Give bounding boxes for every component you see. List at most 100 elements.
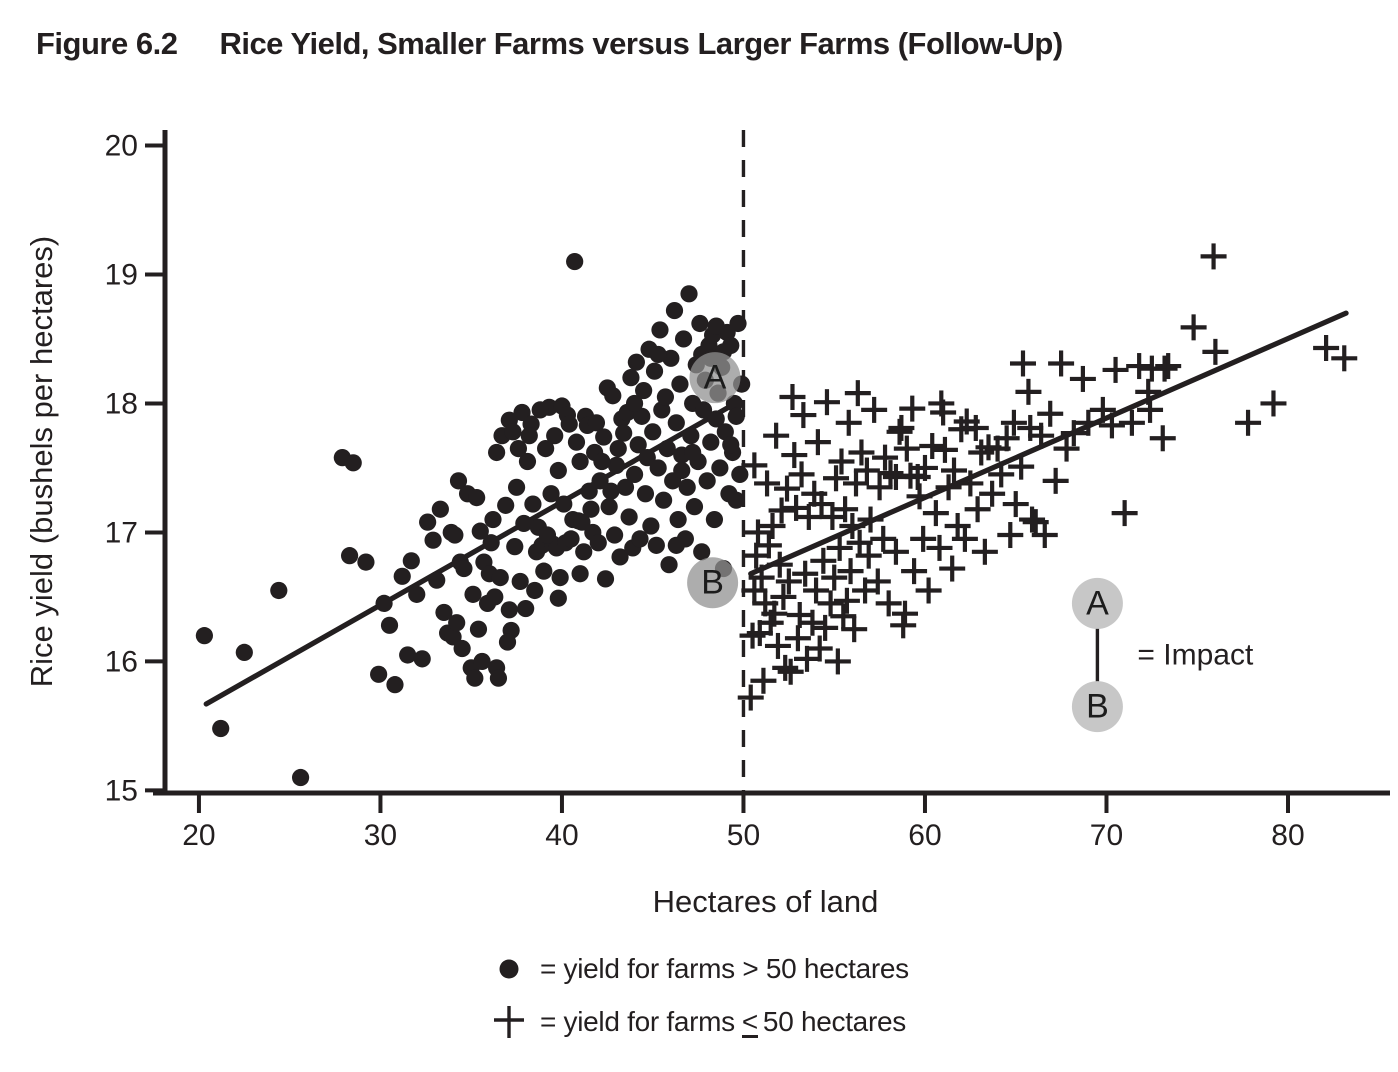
data-point-circle	[526, 581, 544, 600]
data-point-circle	[535, 562, 553, 580]
data-point-circle	[560, 415, 578, 433]
data-point-circle	[656, 388, 675, 406]
data-point-circle	[340, 547, 359, 565]
y-tick-label: 15	[105, 774, 138, 807]
legend-row-circle: = yield for farms > 50 hectares	[492, 946, 909, 992]
data-point-circle	[595, 428, 613, 446]
data-point-circle	[589, 534, 607, 552]
data-point-circle	[616, 478, 635, 496]
data-point-circle	[375, 594, 393, 612]
fit-right-line	[748, 310, 1349, 577]
x-tick-label: 60	[908, 819, 941, 852]
data-point-circle	[636, 485, 655, 503]
data-point-circle	[725, 394, 743, 413]
data-point-circle	[678, 478, 696, 496]
data-point-circle	[270, 581, 288, 600]
marker-B-label: B	[701, 564, 724, 602]
figure-number: Figure 6.2	[36, 26, 178, 61]
data-point-circle	[684, 443, 702, 462]
data-point-circle	[575, 543, 593, 561]
x-tick-label: 20	[182, 819, 215, 852]
data-point-circle	[413, 650, 431, 668]
data-point-circle	[212, 719, 230, 738]
data-point-circle	[655, 491, 673, 509]
data-point-circle	[582, 500, 600, 518]
series-plus	[737, 243, 1358, 711]
data-point-circle	[611, 548, 629, 566]
data-point-circle	[727, 407, 745, 425]
data-point-circle	[549, 589, 567, 607]
data-point-circle	[642, 517, 660, 535]
legend-label-plus: = yield for farms <50 hectares	[540, 1005, 906, 1039]
data-point-circle	[344, 454, 362, 472]
data-point-circle	[658, 440, 676, 458]
plus-marker-icon	[492, 1005, 526, 1039]
data-point-circle	[500, 601, 518, 619]
data-point-circle	[727, 491, 745, 509]
data-point-circle	[716, 423, 734, 441]
data-point-circle	[468, 489, 486, 507]
data-point-circle	[515, 514, 533, 533]
data-point-circle	[555, 495, 573, 513]
data-point-circle	[449, 472, 468, 490]
data-point-circle	[620, 508, 638, 526]
x-tick-label: 50	[727, 819, 760, 852]
legend-label-circle: = yield for farms > 50 hectares	[540, 953, 909, 984]
data-point-circle	[567, 433, 586, 451]
data-point-circle	[455, 559, 473, 578]
data-point-circle	[674, 330, 693, 348]
series-circle	[195, 252, 751, 787]
marker-B-circle	[687, 557, 739, 609]
data-point-circle	[691, 314, 709, 333]
data-point-circle	[435, 603, 453, 622]
data-point-circle	[682, 427, 700, 445]
legend-row-plus: = yield for farms <50 hectares	[492, 999, 909, 1045]
data-point-circle	[551, 568, 569, 587]
data-point-circle	[507, 478, 526, 496]
figure-title: Figure 6.2 Rice Yield, Smaller Farms vers…	[36, 26, 1063, 62]
data-point-circle	[399, 646, 417, 664]
impact-text: = Impact	[1137, 638, 1254, 671]
data-point-circle	[731, 465, 749, 483]
data-point-circle	[707, 410, 725, 428]
impact-A-circle	[1071, 577, 1123, 629]
data-point-circle	[573, 513, 591, 531]
data-point-circle	[638, 449, 656, 467]
data-point-circle	[669, 510, 687, 529]
data-point-circle	[609, 440, 627, 458]
data-point-circle	[665, 301, 684, 320]
marker-A-circle	[689, 352, 741, 404]
data-point-circle	[428, 571, 446, 589]
circle-marker-icon	[492, 952, 526, 986]
data-point-circle	[491, 568, 509, 587]
data-point-circle	[473, 652, 491, 671]
data-point-circle	[506, 538, 524, 556]
data-point-circle	[448, 614, 466, 632]
data-point-circle	[562, 530, 580, 548]
data-point-circle	[370, 665, 388, 683]
data-point-circle	[291, 768, 310, 787]
data-point-circle	[380, 616, 399, 634]
data-point-circle	[593, 452, 611, 471]
x-tick-label: 70	[1090, 819, 1123, 852]
data-point-circle	[631, 530, 649, 548]
data-point-circle	[729, 314, 747, 333]
data-point-circle	[667, 536, 685, 554]
data-point-circle	[604, 387, 622, 405]
data-point-circle	[627, 353, 645, 371]
data-point-circle	[635, 381, 653, 400]
data-point-circle	[419, 513, 437, 531]
data-point-circle	[386, 676, 404, 694]
data-point-circle	[702, 433, 720, 451]
data-point-circle	[424, 531, 442, 549]
data-point-circle	[542, 485, 560, 503]
data-point-circle	[235, 643, 253, 662]
data-point-circle	[484, 510, 502, 529]
y-tick-label: 19	[105, 258, 138, 291]
data-point-circle	[571, 565, 589, 583]
data-point-circle	[511, 572, 529, 591]
data-point-circle	[651, 321, 669, 339]
data-point-circle	[357, 553, 375, 571]
